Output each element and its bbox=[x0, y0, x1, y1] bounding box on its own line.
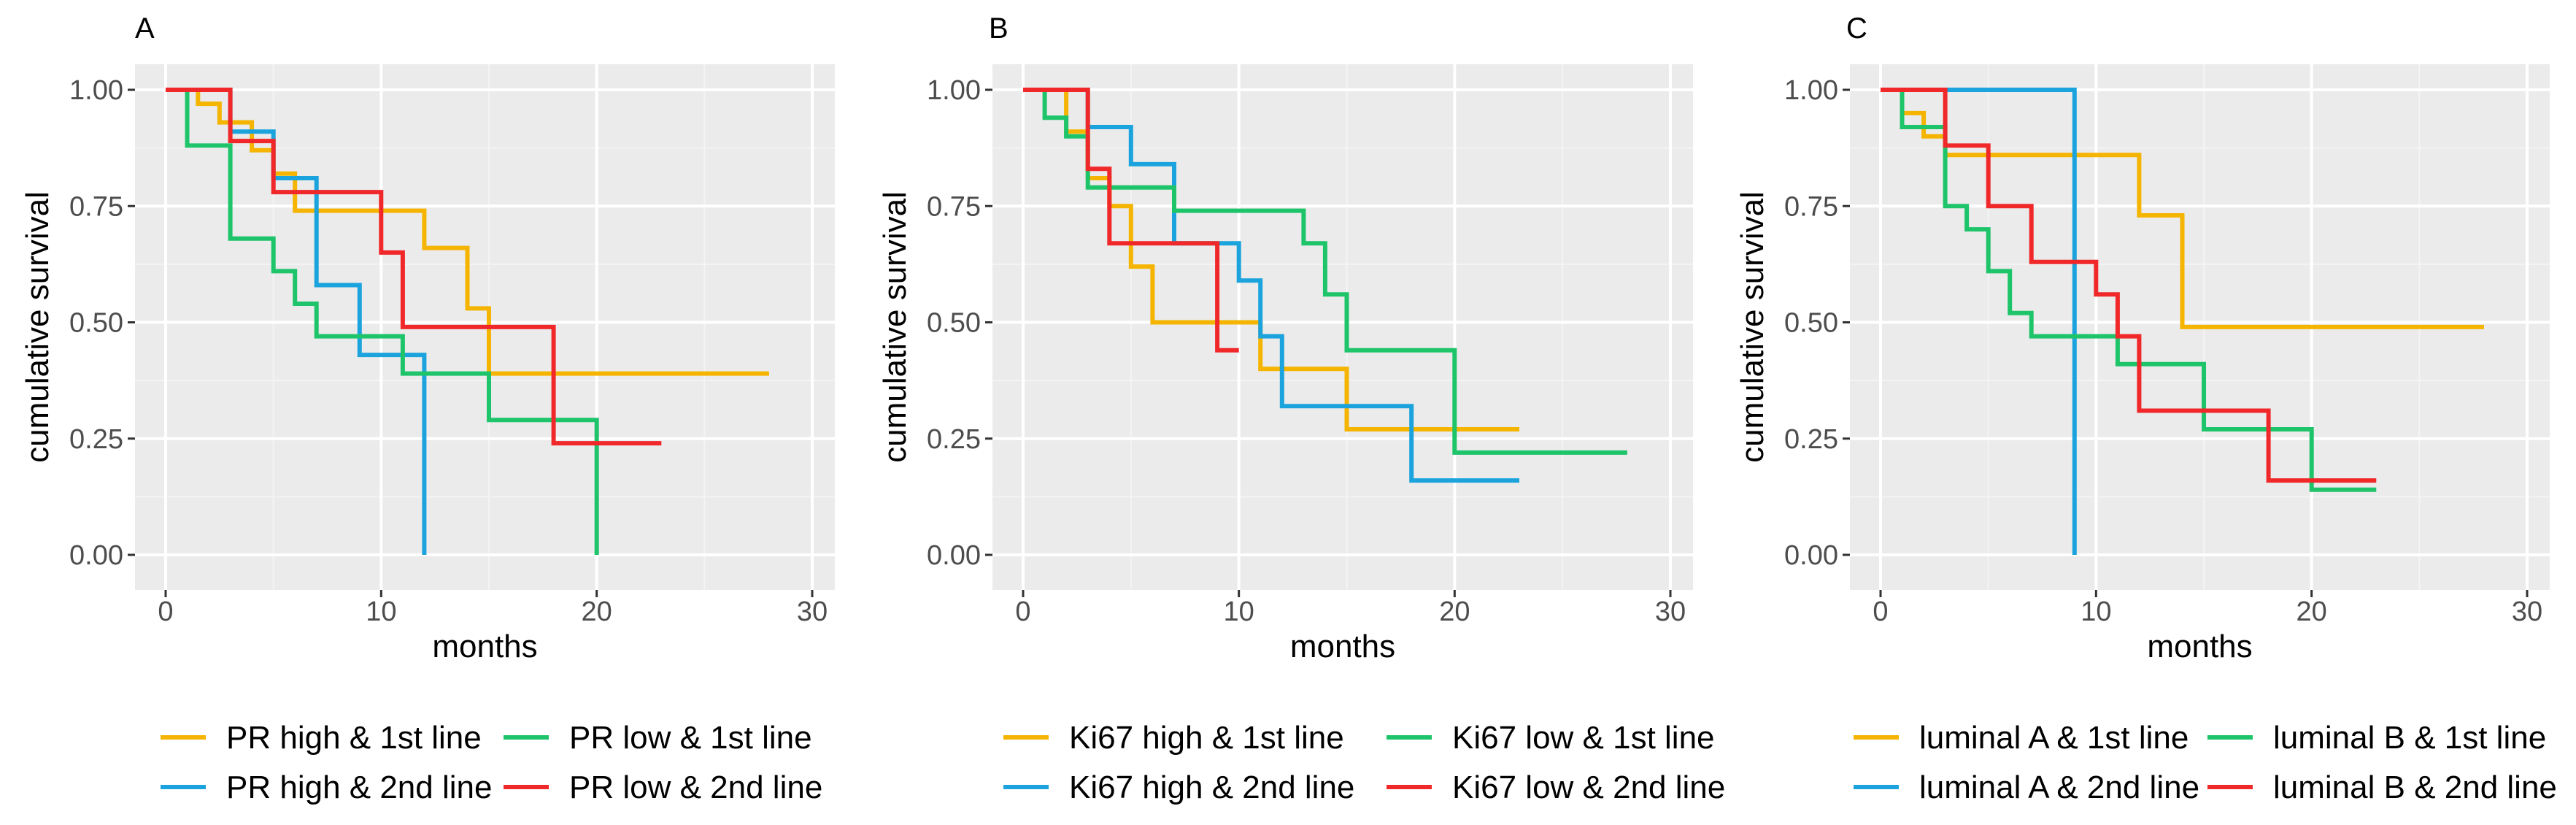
y-tick-label: 0.75 bbox=[927, 191, 981, 222]
y-axis-title: cumulative survival bbox=[20, 191, 55, 463]
panel-label: A bbox=[135, 12, 155, 45]
legend-label: PR high & 1st line bbox=[226, 720, 482, 756]
y-axis-title: cumulative survival bbox=[877, 191, 913, 463]
panel-label: C bbox=[1846, 12, 1867, 45]
y-tick-label: 0.50 bbox=[69, 308, 123, 339]
x-axis-title: months bbox=[2147, 629, 2252, 664]
legend-label: luminal B & 2nd line bbox=[2273, 770, 2557, 805]
panel-label: B bbox=[989, 12, 1009, 45]
y-axis-title: cumulative survival bbox=[1735, 191, 1770, 463]
y-tick-label: 0.00 bbox=[69, 540, 123, 571]
survival-curve-luminal-b-2nd-line bbox=[1881, 88, 2377, 483]
legend-label: Ki67 low & 1st line bbox=[1452, 720, 1715, 756]
survival-curve-ki67-low-2nd-line bbox=[1023, 88, 1239, 353]
x-tick-label: 20 bbox=[1439, 596, 1470, 627]
x-tick-label: 0 bbox=[158, 596, 173, 627]
legend: luminal A & 1st line luminal A & 2nd line… bbox=[1854, 720, 2557, 805]
x-tick-label: 20 bbox=[582, 596, 612, 627]
survival-curve-pr-low-1st-line bbox=[166, 88, 599, 555]
survival-curve-ki67-low-1st-line bbox=[1023, 88, 1627, 455]
x-tick-label: 10 bbox=[2081, 596, 2111, 627]
x-tick-label: 30 bbox=[797, 596, 828, 627]
x-tick-label: 0 bbox=[1873, 596, 1888, 627]
y-tick-label: 1.00 bbox=[927, 75, 981, 106]
y-tick-label: 0.25 bbox=[69, 424, 123, 455]
x-axis-title: months bbox=[432, 629, 537, 664]
y-tick-label: 0.75 bbox=[1784, 191, 1838, 222]
x-tick-label: 10 bbox=[366, 596, 396, 627]
survival-curve-ki67-high-2nd-line bbox=[1023, 88, 1519, 483]
x-tick-label: 30 bbox=[2512, 596, 2542, 627]
legend-label: PR low & 2nd line bbox=[569, 770, 822, 805]
legend-label: Ki67 high & 1st line bbox=[1069, 720, 1344, 756]
x-tick-label: 0 bbox=[1015, 596, 1030, 627]
legend-label: Ki67 low & 2nd line bbox=[1452, 770, 1725, 805]
legend-label: Ki67 high & 2nd line bbox=[1069, 770, 1354, 805]
y-tick-label: 0.75 bbox=[69, 191, 123, 222]
survival-curve-pr-low-2nd-line bbox=[166, 88, 662, 446]
x-axis-title: months bbox=[1290, 629, 1395, 664]
plot-background bbox=[992, 64, 1693, 590]
y-tick-label: 0.25 bbox=[1784, 424, 1838, 455]
legend: PR high & 1st line PR high & 2nd line PR l… bbox=[161, 720, 822, 805]
y-tick-label: 1.00 bbox=[1784, 75, 1838, 106]
x-tick-label: 10 bbox=[1224, 596, 1254, 627]
legend-label: PR high & 2nd line bbox=[226, 770, 492, 805]
legend-label: luminal A & 1st line bbox=[1919, 720, 2189, 756]
legend-label: luminal B & 1st line bbox=[2273, 720, 2546, 756]
y-tick-label: 0.25 bbox=[927, 424, 981, 455]
y-tick-label: 0.50 bbox=[1784, 308, 1838, 339]
x-tick-label: 20 bbox=[2297, 596, 2327, 627]
y-tick-label: 0.50 bbox=[927, 308, 981, 339]
legend: Ki67 high & 1st line Ki67 high & 2nd line… bbox=[1003, 720, 1725, 805]
survival-curve-pr-high-1st-line bbox=[166, 88, 769, 376]
y-tick-label: 0.00 bbox=[927, 540, 981, 571]
legend-label: PR low & 1st line bbox=[569, 720, 812, 756]
legend-label: luminal A & 2nd line bbox=[1919, 770, 2199, 805]
x-tick-label: 30 bbox=[1655, 596, 1686, 627]
y-tick-label: 1.00 bbox=[69, 75, 123, 106]
y-tick-label: 0.00 bbox=[1784, 540, 1838, 571]
survival-curve-ki67-high-1st-line bbox=[1023, 88, 1519, 431]
